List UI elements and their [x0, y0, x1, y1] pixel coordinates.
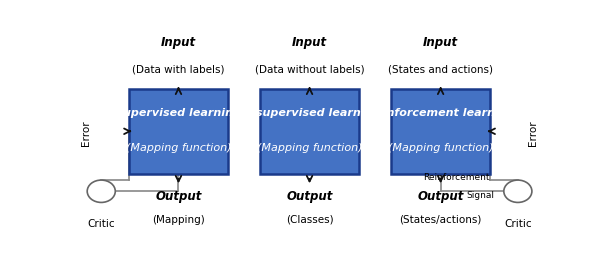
- Text: Input: Input: [292, 36, 327, 49]
- Text: Error: Error: [81, 120, 91, 146]
- Text: (Data with labels): (Data with labels): [132, 64, 225, 74]
- Text: Critic: Critic: [88, 219, 115, 229]
- Text: Output: Output: [155, 190, 202, 203]
- Text: Error: Error: [528, 120, 538, 146]
- Text: (Mapping function): (Mapping function): [257, 143, 362, 153]
- Text: Critic: Critic: [504, 219, 532, 229]
- Text: Unsupervised learning: Unsupervised learning: [239, 108, 381, 118]
- Ellipse shape: [87, 180, 115, 202]
- Text: Input: Input: [161, 36, 196, 49]
- Text: Reinforcement: Reinforcement: [423, 173, 490, 182]
- Text: (States and actions): (States and actions): [388, 64, 493, 74]
- Bar: [260, 89, 359, 174]
- Ellipse shape: [504, 180, 532, 202]
- Text: (Mapping): (Mapping): [152, 215, 205, 225]
- Text: (Mapping function): (Mapping function): [126, 143, 231, 153]
- Text: Input: Input: [423, 36, 458, 49]
- Text: Supervised learning: Supervised learning: [115, 108, 242, 118]
- Text: Output: Output: [417, 190, 464, 203]
- Text: (Mapping function): (Mapping function): [388, 143, 493, 153]
- Text: Signal: Signal: [466, 191, 495, 200]
- Text: (Classes): (Classes): [286, 215, 333, 225]
- Bar: [391, 89, 490, 174]
- Bar: [129, 89, 228, 174]
- Text: (States/actions): (States/actions): [399, 215, 482, 225]
- Text: Output: Output: [286, 190, 333, 203]
- Text: Reinforcement learning: Reinforcement learning: [367, 108, 515, 118]
- Text: (Data without labels): (Data without labels): [255, 64, 364, 74]
